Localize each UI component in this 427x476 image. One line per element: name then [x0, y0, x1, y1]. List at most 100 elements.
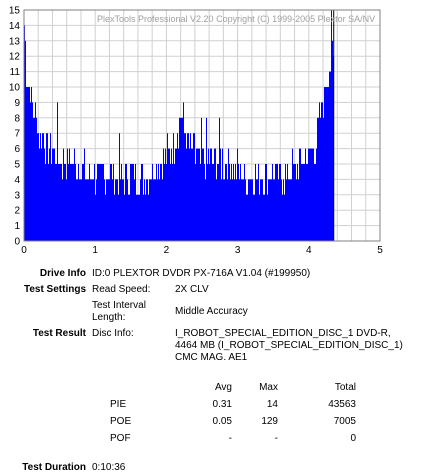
- chart-bar: [325, 87, 326, 241]
- chart-bar: [285, 164, 286, 241]
- chart-bar: [40, 133, 41, 241]
- chart-bar: [100, 164, 101, 241]
- chart-bar: [163, 148, 164, 241]
- stats-row-total: 7005: [333, 416, 356, 427]
- chart-bar: [332, 40, 333, 241]
- chart-bar: [67, 148, 68, 241]
- chart-bar: [112, 179, 113, 241]
- chart-bar: [308, 148, 309, 241]
- chart-bar: [331, 10, 332, 241]
- chart-bar: [153, 179, 154, 241]
- pie-scan-chart: PlexTools Professional V2.20 Copyright (…: [9, 6, 383, 257]
- chart-bar: [53, 148, 54, 241]
- chart-bar: [126, 164, 127, 241]
- chart-bar: [29, 87, 30, 241]
- chart-bar: [119, 133, 120, 241]
- chart-bar: [218, 164, 219, 241]
- chart-bar: [137, 194, 138, 241]
- chart-bar: [328, 87, 329, 241]
- chart-bar: [210, 148, 211, 241]
- chart-bar: [312, 148, 313, 241]
- disc-info-line1: I_ROBOT_SPECIAL_EDITION_DISC_1 DVD-R,: [175, 328, 391, 339]
- chart-bar: [91, 179, 92, 241]
- chart-bar: [317, 117, 318, 241]
- chart-bar: [127, 179, 128, 241]
- test-duration-label: Test Duration: [22, 462, 86, 473]
- chart-bar: [131, 164, 132, 241]
- chart-bar: [34, 117, 35, 241]
- chart-bar: [242, 179, 243, 241]
- chart-bar: [71, 164, 72, 241]
- chart-bar: [319, 102, 320, 242]
- interval-key-line1: Test Interval: [92, 300, 146, 311]
- chart-bar: [321, 102, 322, 242]
- y-tick-label: 14: [9, 21, 21, 32]
- chart-bar: [255, 164, 256, 241]
- read-speed-value: 2X CLV: [175, 284, 209, 295]
- stats-row-max: -: [274, 433, 278, 444]
- chart-bar: [310, 148, 311, 241]
- chart-bar: [283, 179, 284, 241]
- chart-bar: [161, 164, 162, 241]
- chart-bar: [49, 148, 50, 241]
- chart-bar: [237, 148, 238, 241]
- chart-bar: [250, 179, 251, 241]
- y-tick-label: 4: [14, 175, 20, 186]
- chart-bar: [113, 164, 114, 241]
- chart-bar: [224, 179, 225, 241]
- chart-bar: [52, 148, 53, 241]
- chart-bar: [135, 164, 136, 241]
- chart-bar: [298, 179, 299, 241]
- chart-bar: [197, 148, 198, 241]
- chart-bar: [43, 133, 44, 241]
- chart-bar: [252, 179, 253, 241]
- chart-bar: [302, 164, 303, 241]
- chart-bar: [180, 117, 181, 241]
- chart-bar: [167, 133, 168, 241]
- chart-bar: [245, 179, 246, 241]
- chart-bar: [287, 164, 288, 241]
- chart-bar: [291, 179, 292, 241]
- chart-bar: [47, 133, 48, 241]
- chart-bar: [211, 148, 212, 241]
- chart-bar: [297, 164, 298, 241]
- read-speed-key: Read Speed:: [92, 284, 151, 295]
- chart-bar: [134, 179, 135, 241]
- chart-bar: [263, 194, 264, 241]
- chart-bar: [120, 179, 121, 241]
- chart-bar: [64, 164, 65, 241]
- y-tick-label: 5: [14, 160, 20, 171]
- chart-bar: [290, 179, 291, 241]
- chart-bar: [56, 164, 57, 241]
- chart-bar: [254, 194, 255, 241]
- chart-bar: [77, 179, 78, 241]
- chart-bar: [148, 194, 149, 241]
- chart-bar: [267, 194, 268, 241]
- chart-bar: [168, 148, 169, 241]
- chart-bar: [160, 164, 161, 241]
- chart-bar: [130, 164, 131, 241]
- stats-row-avg: -: [228, 433, 232, 444]
- chart-bar: [284, 194, 285, 241]
- chart-bar: [145, 194, 146, 241]
- chart-bar: [219, 117, 220, 241]
- chart-bar: [27, 87, 28, 241]
- stats-row-total: 43563: [328, 399, 356, 410]
- chart-bar: [232, 179, 233, 241]
- disc-info-key: Disc Info:: [92, 328, 134, 339]
- chart-bar: [73, 164, 74, 241]
- chart-bar: [303, 164, 304, 241]
- chart-bar: [51, 164, 52, 241]
- drive-info-value: ID:0 PLEXTOR DVDR PX-716A V1.04 (#199950…: [92, 268, 311, 279]
- chart-bar: [260, 179, 261, 241]
- chart-bar: [169, 148, 170, 241]
- chart-bar: [311, 148, 312, 241]
- chart-bar: [299, 148, 300, 241]
- chart-bar: [144, 179, 145, 241]
- chart-bar: [324, 87, 325, 241]
- chart-bar: [208, 148, 209, 241]
- chart-bar: [231, 164, 232, 241]
- chart-bar: [170, 164, 171, 241]
- chart-bar: [132, 164, 133, 241]
